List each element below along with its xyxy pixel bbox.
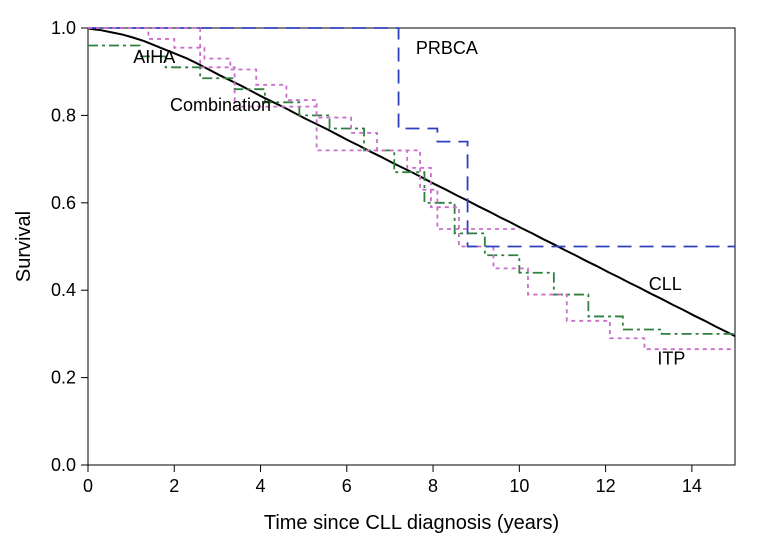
plot-frame (88, 28, 735, 465)
y-tick-label: 0.2 (51, 368, 76, 388)
x-tick-label: 12 (596, 476, 616, 496)
y-tick-label: 1.0 (51, 18, 76, 38)
series-label-combination: Combination (170, 95, 271, 115)
x-tick-label: 2 (169, 476, 179, 496)
x-tick-label: 8 (428, 476, 438, 496)
x-tick-label: 14 (682, 476, 702, 496)
x-tick-label: 4 (256, 476, 266, 496)
y-tick-label: 0.4 (51, 280, 76, 300)
series-label-prbca: PRBCA (416, 38, 478, 58)
series-itp (88, 28, 735, 349)
x-tick-label: 10 (509, 476, 529, 496)
y-tick-label: 0.6 (51, 193, 76, 213)
x-axis-title: Time since CLL diagnosis (years) (264, 512, 559, 534)
y-axis-title: Survival (13, 211, 35, 282)
series-label-aiha: AIHA (133, 47, 175, 67)
y-tick-label: 0.0 (51, 455, 76, 475)
x-tick-label: 0 (83, 476, 93, 496)
x-tick-label: 6 (342, 476, 352, 496)
series-label-cll: CLL (649, 274, 682, 294)
survival-chart: 0 2 4 6 8 10 12 14 0.0 0.2 0.4 0.6 0.8 1.0 Time since … (0, 0, 761, 543)
series-prbca (88, 28, 735, 247)
series-label-itp: ITP (657, 348, 685, 368)
series-cll (88, 28, 735, 336)
y-tick-label: 0.8 (51, 105, 76, 125)
series-aiha (88, 45, 735, 333)
